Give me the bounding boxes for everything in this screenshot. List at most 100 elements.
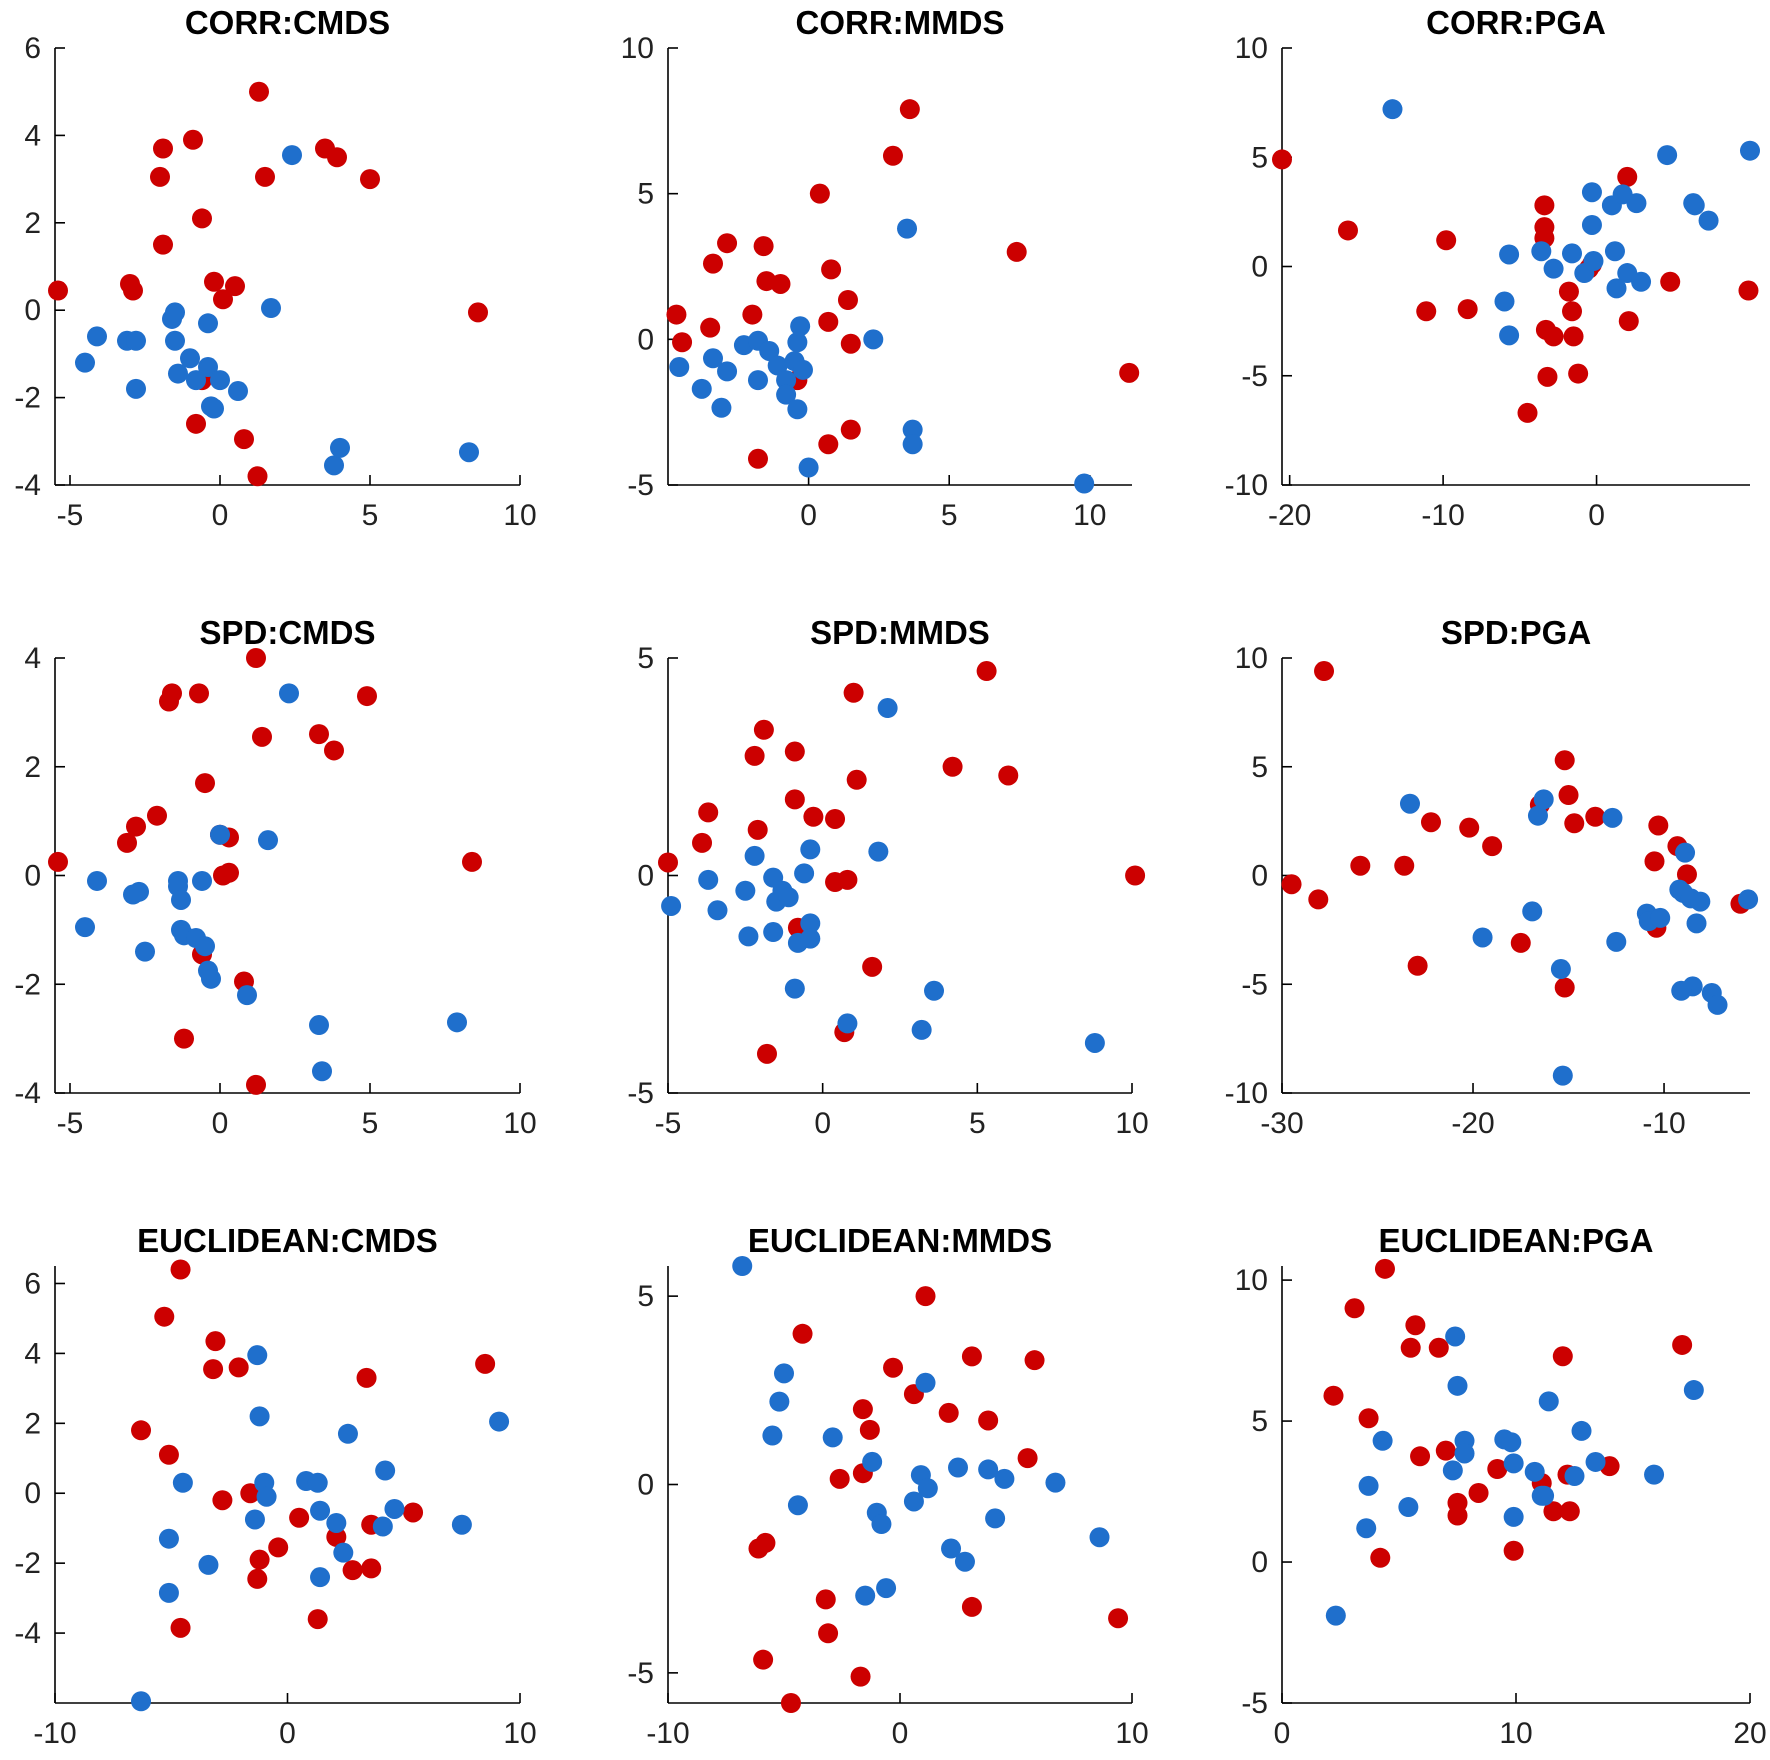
scatter-point-red xyxy=(170,1617,191,1638)
y-tick-label: 10 xyxy=(1235,1264,1268,1297)
scatter-point-blue xyxy=(985,1508,1006,1529)
y-tick-label: -4 xyxy=(14,1077,41,1110)
scatter-point-red xyxy=(1435,1440,1456,1461)
x-tick-label: 10 xyxy=(503,1107,536,1140)
scatter-point-blue xyxy=(1089,1527,1110,1548)
scatter-point-red xyxy=(1024,1350,1045,1371)
scatter-point-blue xyxy=(375,1460,396,1481)
chart-title: SPD:MMDS xyxy=(810,614,990,651)
scatter-point-blue xyxy=(307,1472,328,1493)
scatter-point-red xyxy=(840,333,861,354)
scatter-point-blue xyxy=(717,361,738,382)
x-tick-label: 5 xyxy=(362,499,379,532)
chart-title: CORR:MMDS xyxy=(796,4,1005,41)
scatter-point-blue xyxy=(1084,1032,1105,1053)
scatter-point-red xyxy=(942,756,963,777)
scatter-point-red xyxy=(213,289,233,310)
scatter-point-blue xyxy=(1631,271,1652,292)
scatter-point-red xyxy=(1108,1608,1129,1629)
scatter-point-blue xyxy=(1626,193,1647,214)
scatter-point-red xyxy=(818,434,839,455)
scatter-point-blue xyxy=(171,889,191,910)
scatter-point-blue xyxy=(447,1012,467,1033)
scatter-point-red xyxy=(666,304,687,325)
scatter-point-red xyxy=(219,862,239,883)
scatter-point-blue xyxy=(787,399,808,420)
scatter-point-blue xyxy=(776,384,797,405)
scatter-point-blue xyxy=(87,870,107,891)
scatter-point-blue xyxy=(158,1582,179,1603)
x-tick-label: -5 xyxy=(57,499,84,532)
scatter-point-red xyxy=(1503,1540,1524,1561)
scatter-point-blue xyxy=(165,302,185,323)
scatter-point-blue xyxy=(333,1542,354,1563)
scatter-point-blue xyxy=(282,145,302,166)
scatter-point-red xyxy=(837,869,858,890)
scatter-point-blue xyxy=(774,1363,794,1384)
scatter-point-red xyxy=(1344,1298,1365,1319)
scatter-point-blue xyxy=(787,1495,808,1516)
scatter-point-red xyxy=(1585,806,1606,827)
scatter-point-blue xyxy=(1445,1326,1466,1347)
scatter-point-blue xyxy=(763,922,784,943)
scatter-point-red xyxy=(1457,299,1478,320)
scatter-point-blue xyxy=(165,330,185,351)
scatter-point-blue xyxy=(135,941,155,962)
scatter-point-red xyxy=(1119,362,1140,383)
scatter-point-red xyxy=(1644,851,1665,872)
scatter-point-red xyxy=(825,808,846,829)
y-tick-label: 0 xyxy=(637,1469,654,1502)
scatter-point-blue xyxy=(261,298,281,319)
x-tick-label: 10 xyxy=(503,499,536,532)
scatter-point-red xyxy=(1428,1337,1449,1358)
scatter-point-red xyxy=(658,852,678,873)
scatter-panel: EUCLIDEAN:MMDS -10 0 10 -5 0 5 xyxy=(627,1222,1148,1750)
y-tick-label: 6 xyxy=(24,32,41,65)
x-tick-label: 0 xyxy=(814,1107,831,1140)
scatter-point-red xyxy=(1558,785,1579,806)
scatter-point-red xyxy=(1510,932,1531,953)
x-tick-label: -20 xyxy=(1451,1107,1494,1140)
scatter-point-blue xyxy=(794,863,815,884)
scatter-point-blue xyxy=(863,329,884,350)
chart-title: EUCLIDEAN:CMDS xyxy=(137,1222,438,1259)
scatter-point-red xyxy=(326,1526,347,1547)
scatter-point-blue xyxy=(707,900,728,921)
scatter-point-red xyxy=(792,1323,813,1344)
scatter-point-red xyxy=(998,765,1019,786)
scatter-point-blue xyxy=(1454,1443,1475,1464)
scatter-point-blue xyxy=(1657,145,1678,166)
x-tick-label: -10 xyxy=(33,1717,76,1750)
x-tick-label: -30 xyxy=(1260,1107,1303,1140)
scatter-point-blue xyxy=(198,1554,219,1575)
y-tick-label: -10 xyxy=(1225,469,1268,502)
scatter-point-blue xyxy=(326,1512,347,1533)
scatter-point-red xyxy=(1559,1501,1580,1522)
scatter-point-blue xyxy=(249,1406,270,1427)
scatter-point-blue xyxy=(312,1061,332,1082)
scatter-point-red xyxy=(1272,149,1292,170)
chart-title: EUCLIDEAN:PGA xyxy=(1378,1222,1653,1259)
scatter-point-red xyxy=(672,332,693,353)
scatter-point-red xyxy=(252,726,272,747)
chart-title: CORR:CMDS xyxy=(185,4,390,41)
scatter-point-red xyxy=(784,789,805,810)
scatter-point-red xyxy=(309,724,329,745)
scatter-point-blue xyxy=(924,980,945,1001)
scatter-point-blue xyxy=(279,683,299,704)
scatter-point-red xyxy=(1125,865,1146,886)
y-tick-label: 0 xyxy=(24,294,41,327)
y-tick-label: 5 xyxy=(1251,141,1268,174)
scatter-point-red xyxy=(1552,1346,1573,1367)
scatter-point-blue xyxy=(1533,789,1554,810)
scatter-point-blue xyxy=(1550,959,1571,980)
scatter-point-blue xyxy=(1564,1466,1585,1487)
scatter-point-blue xyxy=(256,1486,277,1507)
y-tick-label: -5 xyxy=(1241,968,1268,1001)
scatter-point-blue xyxy=(87,326,107,347)
scatter-point-blue xyxy=(1602,807,1623,828)
scatter-point-red xyxy=(1563,326,1584,347)
scatter-point-red xyxy=(784,741,805,762)
scatter-point-blue xyxy=(871,1514,892,1535)
scatter-point-red xyxy=(755,1532,776,1553)
